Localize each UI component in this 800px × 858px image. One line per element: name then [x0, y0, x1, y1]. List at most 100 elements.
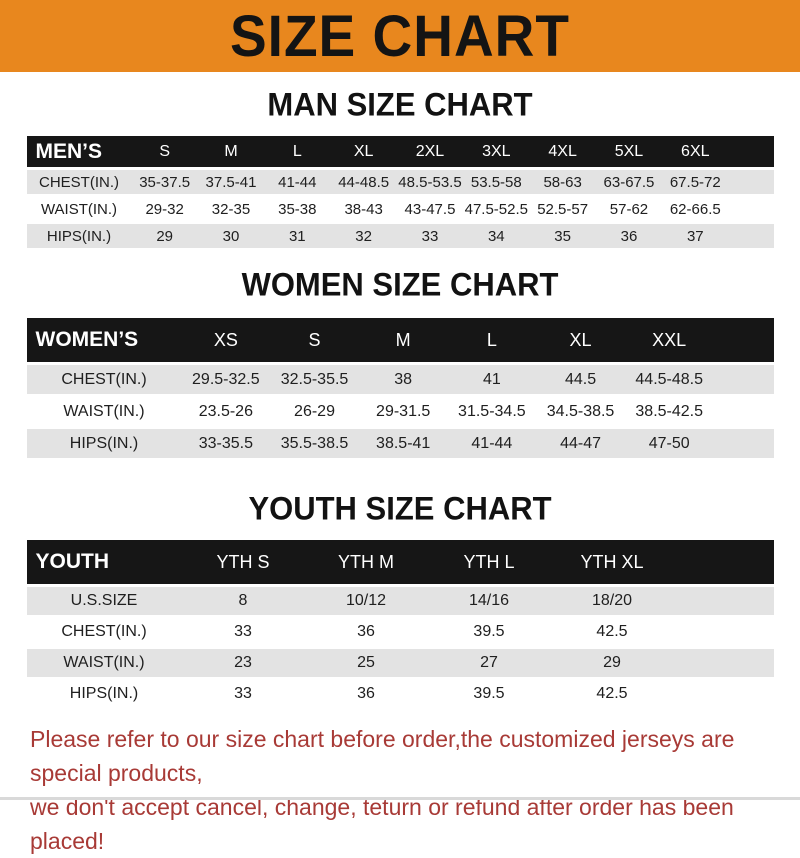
row-label: CHEST(IN.) — [39, 173, 119, 191]
women-size-table: WOMEN’S XS S M L XL XXL CHEST(IN.) 29.5-32.5 32.5… — [26, 318, 774, 458]
size-value: 42.5 — [596, 685, 628, 702]
youth-measure-row: HIPS(IN.) 33 36 39.5 42.5 — [26, 680, 774, 708]
size-value: 33 — [234, 623, 252, 640]
size-value: 29-31.5 — [376, 402, 431, 420]
men-column-header: M — [224, 142, 238, 160]
men-column-header: 6XL — [681, 142, 710, 160]
size-value: 57-62 — [609, 200, 649, 218]
row-label: HIPS(IN.) — [69, 434, 139, 452]
size-value: 35-37.5 — [139, 173, 191, 191]
size-value: 39.5 — [473, 685, 505, 702]
women-column-header: XL — [569, 329, 592, 350]
size-value: 27 — [480, 654, 498, 671]
size-value: 53.5-58 — [470, 173, 522, 191]
men-size-table: MEN’S S M L XL 2XL 3XL 4XL 5XL 6XL CHEST(IN.) 35-37… — [26, 136, 774, 248]
size-value: 37 — [686, 227, 704, 245]
youth-measure-row: U.S.SIZE 8 10/12 14/16 18/20 — [26, 587, 774, 615]
women-measure-row: HIPS(IN.) 33-35.5 35.5-38.5 38.5-41 41-44 44-… — [26, 429, 774, 458]
size-value: 14/16 — [468, 592, 510, 609]
row-label: HIPS(IN.) — [46, 227, 112, 245]
youth-measure-row: CHEST(IN.) 33 36 39.5 42.5 — [26, 618, 774, 646]
men-column-header: 5XL — [614, 142, 644, 160]
men-measure-row: HIPS(IN.) 29 30 31 32 33 34 35 36 37 — [26, 224, 774, 248]
men-column-header: 4XL — [548, 142, 577, 160]
men-column-header: S — [159, 142, 170, 160]
size-value: 44.5-48.5 — [635, 370, 703, 388]
women-measure-row: CHEST(IN.) 29.5-32.5 32.5-35.5 38 41 44.5 44.5… — [26, 365, 774, 394]
youth-column-header: YTH XL — [580, 551, 644, 572]
row-label: WAIST(IN.) — [63, 402, 145, 420]
size-value: 63-67.5 — [603, 173, 655, 191]
banner-title: SIZE CHART — [230, 3, 570, 69]
women-measure-row: WAIST(IN.) 23.5-26 26-29 29-31.5 31.5-34.5 34… — [26, 397, 774, 426]
women-column-header: S — [308, 329, 321, 350]
women-column-header: L — [486, 329, 497, 350]
size-value: 32.5-35.5 — [280, 370, 349, 388]
size-value: 31.5-34.5 — [458, 402, 526, 420]
size-value: 43-47.5 — [404, 200, 456, 218]
row-label: CHEST(IN.) — [61, 370, 147, 388]
row-label: HIPS(IN.) — [69, 685, 139, 702]
size-value: 35-38 — [278, 200, 317, 218]
banner: SIZE CHART — [0, 0, 800, 72]
size-value: 41-44 — [278, 173, 317, 191]
youth-size-table: YOUTH YTH S YTH M YTH L YTH XL U.S.SIZE 8 10/12… — [26, 540, 774, 708]
size-value: 26-29 — [294, 402, 335, 420]
size-value: 29 — [156, 227, 173, 245]
size-value: 33 — [234, 685, 252, 702]
youth-chart-title: YOUTH SIZE CHART — [248, 490, 552, 527]
size-value: 18/20 — [591, 592, 633, 609]
women-column-header: XS — [213, 329, 238, 350]
row-label: WAIST(IN.) — [63, 654, 145, 671]
size-value: 31 — [288, 227, 306, 245]
size-value: 44.5 — [564, 370, 597, 388]
section-men-size-chart: MAN SIZE CHART MEN’S S M L XL 2XL 3XL 4XL 5XL 6XL… — [0, 86, 800, 248]
men-column-header: 3XL — [482, 142, 511, 160]
women-header-label: WOMEN’S — [35, 328, 139, 351]
youth-header-row: YOUTH YTH S YTH M YTH L YTH XL — [26, 540, 774, 584]
size-value: 32 — [355, 227, 372, 245]
size-value: 37.5-41 — [205, 173, 257, 191]
size-value: 29-32 — [145, 200, 184, 218]
youth-column-header: YTH L — [463, 551, 515, 572]
size-value: 47.5-52.5 — [464, 200, 528, 218]
size-value: 23 — [234, 654, 252, 671]
youth-column-header: YTH M — [338, 551, 394, 572]
men-column-header: XL — [353, 142, 374, 160]
size-value: 32-35 — [211, 200, 251, 218]
youth-measure-row: WAIST(IN.) 23 25 27 29 — [26, 649, 774, 677]
size-value: 33-35.5 — [198, 434, 253, 452]
section-women-size-chart: WOMEN SIZE CHART WOMEN’S XS S M L XL XXL CHEST(… — [0, 266, 800, 458]
size-value: 35.5-38.5 — [280, 434, 349, 452]
men-header-label: MEN’S — [35, 139, 103, 163]
size-value: 29.5-32.5 — [192, 370, 260, 388]
row-label: WAIST(IN.) — [40, 200, 118, 218]
women-header-row: WOMEN’S XS S M L XL XXL — [26, 318, 774, 362]
men-chart-title: MAN SIZE CHART — [267, 86, 533, 123]
size-value: 25 — [357, 654, 375, 671]
size-value: 29 — [603, 654, 621, 671]
women-chart-title: WOMEN SIZE CHART — [241, 266, 559, 303]
size-value: 47-50 — [648, 434, 690, 452]
size-value: 38.5-41 — [376, 434, 431, 452]
section-youth-size-chart: YOUTH SIZE CHART YOUTH YTH S YTH M YTH L YTH… — [0, 490, 800, 708]
women-column-header: XXL — [652, 329, 687, 350]
size-value: 67.5-72 — [669, 173, 721, 191]
order-notice: Please refer to our size chart before or… — [0, 708, 800, 858]
size-value: 36 — [357, 685, 375, 702]
size-value: 58-63 — [543, 173, 582, 191]
size-value: 33 — [421, 227, 439, 245]
men-measure-row: CHEST(IN.) 35-37.5 37.5-41 41-44 44-48.5 48.5… — [26, 170, 774, 194]
size-value: 39.5 — [473, 623, 505, 640]
size-value: 41 — [482, 370, 501, 388]
size-value: 8 — [238, 592, 248, 609]
men-measure-row: WAIST(IN.) 29-32 32-35 35-38 38-43 43-47.5 47.… — [26, 197, 774, 221]
size-value: 44-48.5 — [338, 173, 390, 191]
size-value: 48.5-53.5 — [398, 173, 462, 191]
men-header-row: MEN’S S M L XL 2XL 3XL 4XL 5XL 6XL — [26, 136, 774, 167]
row-label: CHEST(IN.) — [61, 623, 147, 640]
notice-line-2: we don't accept cancel, change, teturn o… — [30, 794, 734, 854]
size-value: 36 — [357, 623, 375, 640]
youth-header-label: YOUTH — [35, 550, 110, 573]
